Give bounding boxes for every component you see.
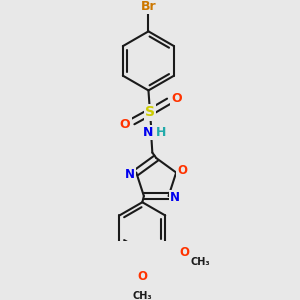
Text: S: S — [145, 105, 155, 119]
Text: CH₃: CH₃ — [190, 257, 210, 267]
Text: N: N — [125, 168, 135, 181]
Text: H: H — [156, 126, 166, 139]
Text: O: O — [171, 92, 182, 105]
Text: CH₃: CH₃ — [133, 290, 152, 300]
Text: N: N — [170, 191, 180, 204]
Text: N: N — [142, 126, 153, 139]
Text: O: O — [120, 118, 130, 131]
Text: O: O — [137, 270, 147, 284]
Text: O: O — [177, 164, 188, 178]
Text: O: O — [179, 246, 189, 259]
Text: Br: Br — [141, 0, 156, 13]
